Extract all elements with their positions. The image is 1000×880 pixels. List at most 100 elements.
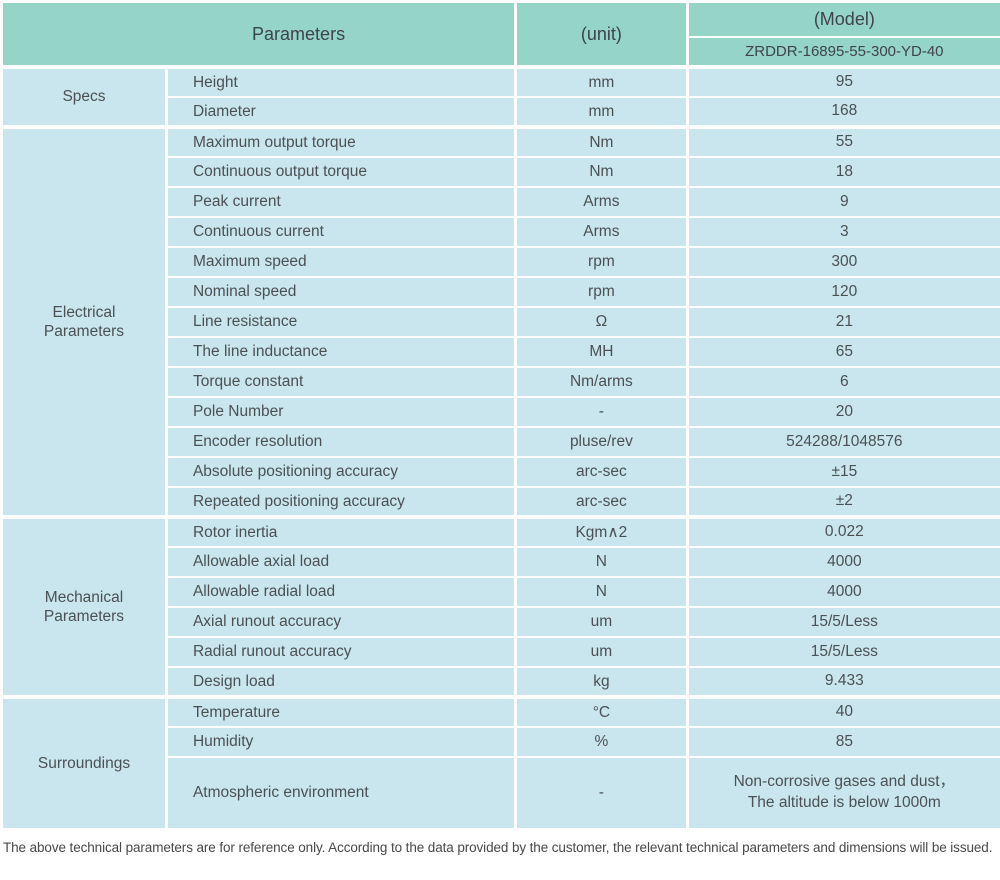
value-cell: 9.433 bbox=[687, 666, 1000, 697]
table-row: Line resistance Ω 21 bbox=[3, 306, 1000, 337]
unit-cell: arc-sec bbox=[515, 456, 689, 487]
unit-cell: mm bbox=[515, 67, 689, 97]
table-row: Design load kg 9.433 bbox=[3, 666, 1000, 697]
value-cell: 15/5/Less bbox=[687, 636, 1000, 667]
value-cell: 9 bbox=[687, 186, 1000, 217]
param-name-cell: Absolute positioning accuracy bbox=[166, 456, 518, 487]
param-name-cell: Radial runout accuracy bbox=[166, 636, 518, 667]
value-cell: 85 bbox=[687, 726, 1000, 757]
param-name-cell: Allowable radial load bbox=[166, 576, 518, 607]
table-row: Atmospheric environment - Non-corrosive … bbox=[3, 756, 1000, 828]
value-cell: 6 bbox=[687, 366, 1000, 397]
section-label-cell: Specs bbox=[3, 67, 168, 127]
table-row: Maximum speed rpm 300 bbox=[3, 246, 1000, 277]
unit-cell: um bbox=[515, 606, 689, 637]
param-name-cell: Rotor inertia bbox=[166, 517, 518, 547]
param-name-cell: Line resistance bbox=[166, 306, 518, 337]
param-name-cell: Torque constant bbox=[166, 366, 518, 397]
value-cell: 20 bbox=[687, 396, 1000, 427]
table-row: Specs Height mm 95 bbox=[3, 67, 1000, 127]
value-cell: 524288/1048576 bbox=[687, 426, 1000, 457]
value-cell: 4000 bbox=[687, 576, 1000, 607]
table-row: Peak current Arms 9 bbox=[3, 186, 1000, 217]
section-surroundings: Surroundings Temperature °C 40 Humidity … bbox=[3, 697, 1000, 828]
param-name-cell: Atmospheric environment bbox=[166, 756, 518, 828]
section-label-cell: Surroundings bbox=[3, 697, 168, 828]
param-name-cell: Nominal speed bbox=[166, 276, 518, 307]
param-name-cell: Continuous output torque bbox=[166, 156, 518, 187]
value-cell: 65 bbox=[687, 336, 1000, 367]
param-name-cell: The line inductance bbox=[166, 336, 518, 367]
param-name-cell: Axial runout accuracy bbox=[166, 606, 518, 637]
section-electrical: Electrical Parameters Maximum output tor… bbox=[3, 127, 1000, 517]
unit-cell: Nm bbox=[515, 127, 689, 157]
param-name-cell: Maximum output torque bbox=[166, 127, 518, 157]
table-row: Axial runout accuracy um 15/5/Less bbox=[3, 606, 1000, 637]
value-cell: 0.022 bbox=[687, 517, 1000, 547]
param-name-cell: Allowable axial load bbox=[166, 546, 518, 577]
value-cell: 120 bbox=[687, 276, 1000, 307]
table-row: The line inductance MH 65 bbox=[3, 336, 1000, 367]
param-name-cell: Maximum speed bbox=[166, 246, 518, 277]
unit-cell: rpm bbox=[515, 276, 689, 307]
table-row: Continuous current Arms 3 bbox=[3, 216, 1000, 247]
table-row: Continuous output torque Nm 18 bbox=[3, 156, 1000, 187]
param-name-cell: Height bbox=[166, 67, 518, 97]
param-name-cell: Repeated positioning accuracy bbox=[166, 486, 518, 517]
value-cell: 3 bbox=[687, 216, 1000, 247]
value-cell: 40 bbox=[687, 697, 1000, 727]
table-row: Nominal speed rpm 120 bbox=[3, 276, 1000, 307]
table-row: Mechanical Parameters Rotor inertia Kgm∧… bbox=[3, 517, 1000, 697]
value-cell: 4000 bbox=[687, 546, 1000, 577]
table-row: Diameter mm 168 bbox=[3, 96, 1000, 127]
value-cell: 95 bbox=[687, 67, 1000, 97]
unit-cell: Nm bbox=[515, 156, 689, 187]
unit-cell: Kgm∧2 bbox=[515, 517, 689, 547]
unit-cell: arc-sec bbox=[515, 486, 689, 517]
param-name-cell: Humidity bbox=[166, 726, 518, 757]
value-cell: 15/5/Less bbox=[687, 606, 1000, 637]
spec-sheet-page: Parameters (unit) (Model) ZRDDR-16895-55… bbox=[3, 3, 1000, 855]
value-cell: ±2 bbox=[687, 486, 1000, 517]
model-number-cell: ZRDDR-16895-55-300-YD-40 bbox=[687, 37, 1000, 67]
table-row: Encoder resolution pluse/rev 524288/1048… bbox=[3, 426, 1000, 457]
param-name-cell: Design load bbox=[166, 666, 518, 697]
unit-header-cell: (unit) bbox=[515, 3, 689, 67]
value-cell: 55 bbox=[687, 127, 1000, 157]
value-cell: 18 bbox=[687, 156, 1000, 187]
value-cell: ±15 bbox=[687, 456, 1000, 487]
unit-cell: kg bbox=[515, 666, 689, 697]
unit-cell: Ω bbox=[515, 306, 689, 337]
section-specs: Specs Height mm 95 Diameter mm 168 bbox=[3, 67, 1000, 127]
param-name-cell: Diameter bbox=[166, 96, 518, 127]
header-row: Parameters (unit) (Model) bbox=[3, 3, 1000, 67]
unit-cell: N bbox=[515, 576, 689, 607]
unit-cell: N bbox=[515, 546, 689, 577]
param-name-cell: Encoder resolution bbox=[166, 426, 518, 457]
model-value-row: ZRDDR-16895-55-300-YD-40 bbox=[3, 37, 1000, 67]
table-row: Torque constant Nm/arms 6 bbox=[3, 366, 1000, 397]
table-row: Repeated positioning accuracy arc-sec ±2 bbox=[3, 486, 1000, 517]
table-header: Parameters (unit) (Model) ZRDDR-16895-55… bbox=[3, 3, 1000, 67]
table-row: Electrical Parameters Maximum output tor… bbox=[3, 127, 1000, 517]
table-row: Surroundings Temperature °C 40 bbox=[3, 697, 1000, 828]
value-cell: Non-corrosive gases and dust， The altitu… bbox=[687, 756, 1000, 828]
reference-note: The above technical parameters are for r… bbox=[3, 840, 993, 855]
value-cell: 168 bbox=[687, 96, 1000, 127]
table-row: Pole Number - 20 bbox=[3, 396, 1000, 427]
unit-cell: - bbox=[515, 756, 689, 828]
value-cell: 300 bbox=[687, 246, 1000, 277]
unit-cell: °C bbox=[515, 697, 689, 727]
param-name-cell: Temperature bbox=[166, 697, 518, 727]
unit-cell: mm bbox=[515, 96, 689, 127]
unit-cell: - bbox=[515, 396, 689, 427]
unit-cell: Arms bbox=[515, 216, 689, 247]
param-name-cell: Continuous current bbox=[166, 216, 518, 247]
section-mechanical: Mechanical Parameters Rotor inertia Kgm∧… bbox=[3, 517, 1000, 697]
param-name-cell: Pole Number bbox=[166, 396, 518, 427]
unit-cell: Arms bbox=[515, 186, 689, 217]
parameters-header-cell: Parameters bbox=[3, 3, 518, 67]
unit-cell: rpm bbox=[515, 246, 689, 277]
unit-cell: Nm/arms bbox=[515, 366, 689, 397]
table-row: Absolute positioning accuracy arc-sec ±1… bbox=[3, 456, 1000, 487]
